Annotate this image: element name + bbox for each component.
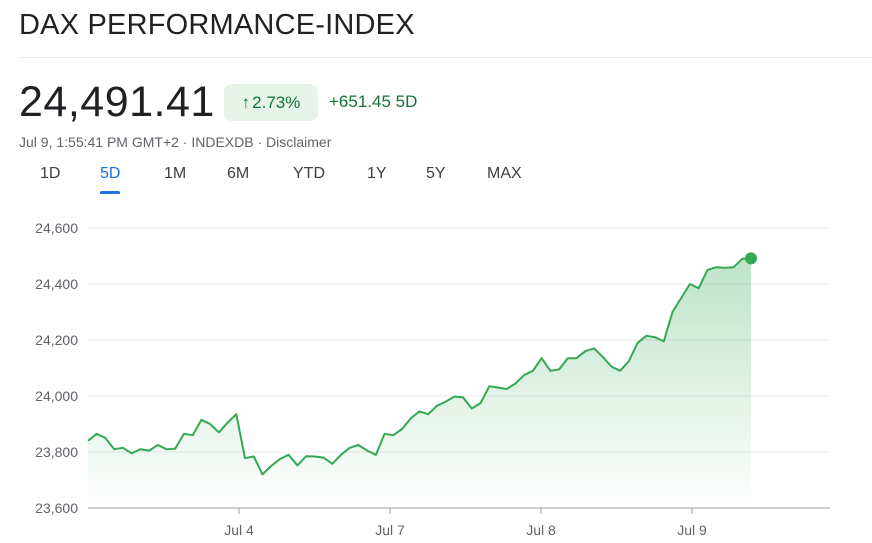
change-percent: 2.73% [252, 92, 301, 112]
change-percent-badge: ↑ 2.73% [224, 84, 318, 121]
x-tick-label: Jul 9 [677, 522, 707, 538]
quote-timestamp: Jul 9, 1:55:41 PM GMT+2 [19, 134, 179, 150]
y-tick-label: 23,800 [35, 444, 78, 460]
change-value: +651.45 [329, 92, 391, 111]
x-tick-label: Jul 7 [375, 522, 405, 538]
tab-6m[interactable]: 6M [227, 165, 250, 182]
tab-1y[interactable]: 1Y [367, 165, 387, 182]
y-tick-label: 24,000 [35, 388, 78, 404]
y-tick-label: 24,400 [35, 276, 78, 292]
tab-1m[interactable]: 1M [164, 165, 187, 182]
arrow-up-icon: ↑ [241, 92, 251, 112]
change-absolute: +651.45 5D [329, 92, 417, 112]
x-tick-label: Jul 4 [224, 522, 254, 538]
tab-5d[interactable]: 5D [100, 165, 121, 194]
quote-meta: Jul 9, 1:55:41 PM GMT+2 · INDEXDB · Disc… [19, 134, 332, 150]
price-line [87, 257, 752, 476]
y-tick-label: 24,600 [35, 220, 78, 236]
index-title: DAX PERFORMANCE-INDEX [19, 9, 415, 41]
header-divider [19, 57, 872, 58]
quote-source: INDEXDB [191, 134, 254, 150]
y-axis-ticks: 23,600 23,800 24,000 24,200 24,400 24,600 [35, 220, 78, 516]
x-axis-ticks: Jul 4 Jul 7 Jul 8 Jul 9 [224, 508, 707, 538]
disclaimer-link[interactable]: Disclaimer [266, 134, 332, 150]
x-tick-label: Jul 8 [526, 522, 556, 538]
change-period: 5D [395, 92, 418, 111]
tab-1d[interactable]: 1D [40, 165, 61, 182]
price-area [88, 258, 751, 508]
y-tick-label: 23,600 [35, 500, 78, 516]
current-price: 24,491.41 [19, 78, 215, 126]
tab-ytd[interactable]: YTD [293, 165, 325, 182]
tab-max[interactable]: MAX [487, 165, 522, 182]
tab-5y[interactable]: 5Y [426, 165, 446, 182]
last-price-dot [745, 252, 757, 265]
y-tick-label: 24,200 [35, 332, 78, 348]
